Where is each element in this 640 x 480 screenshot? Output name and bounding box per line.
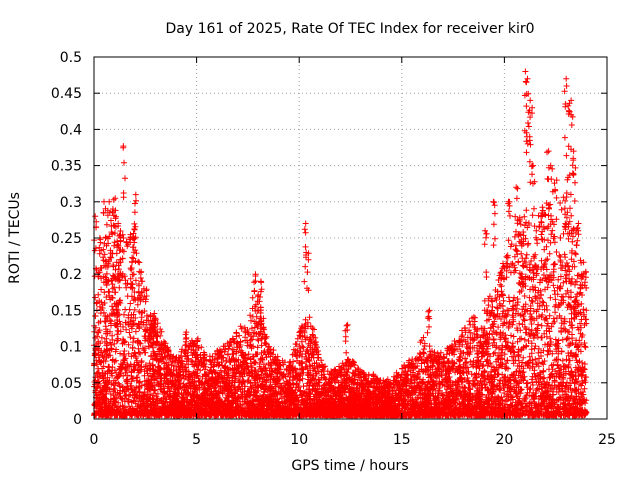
roti-points <box>91 68 590 419</box>
y-tick-label: 0.25 <box>51 231 82 247</box>
x-tick-label: 10 <box>290 432 308 448</box>
x-tick-label: 0 <box>90 432 99 448</box>
y-tick-label: 0.2 <box>60 267 82 283</box>
y-tick-label: 0.5 <box>60 50 82 66</box>
y-tick-label: 0.15 <box>51 303 82 319</box>
axis-ticks <box>93 56 608 420</box>
y-tick-label: 0.3 <box>60 195 82 211</box>
x-tick-label: 20 <box>495 432 513 448</box>
x-axis-label: GPS time / hours <box>291 458 408 474</box>
y-tick-label: 0 <box>73 412 82 428</box>
tick-labels: 0 5 10 15 20 25 0 0.05 0.1 0.15 0.2 0.25 0.3 0.35 0.4 0… <box>51 50 616 448</box>
x-tick-label: 25 <box>598 432 616 448</box>
y-tick-label: 0.1 <box>60 340 82 356</box>
x-tick-label: 15 <box>393 432 411 448</box>
chart-title: Day 161 of 2025, Rate Of TEC Index for r… <box>165 21 534 37</box>
y-tick-label: 0.4 <box>60 122 82 138</box>
grid <box>94 57 607 419</box>
data-points <box>91 68 590 419</box>
y-axis-label: ROTI / TECUs <box>7 192 23 284</box>
y-tick-label: 0.45 <box>51 86 82 102</box>
y-tick-label: 0.35 <box>51 159 82 175</box>
y-tick-label: 0.05 <box>51 376 82 392</box>
x-tick-label: 5 <box>192 432 201 448</box>
